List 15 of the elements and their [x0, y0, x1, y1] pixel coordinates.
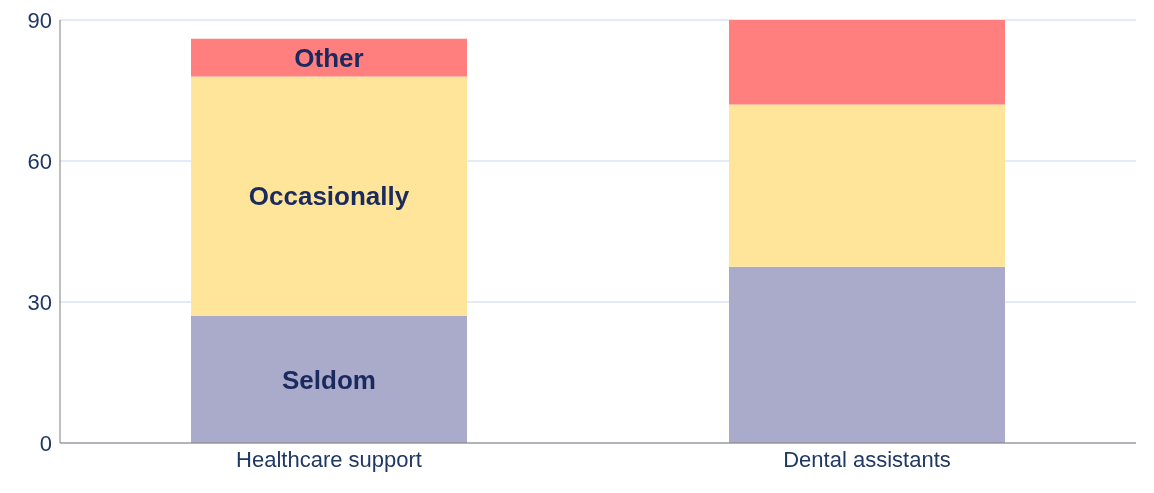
bar — [191, 38, 467, 77]
x-tick-label: Healthcare support — [236, 446, 422, 472]
bar — [191, 76, 467, 317]
bar — [191, 316, 467, 443]
y-tick-label: 60 — [27, 148, 52, 174]
bar — [729, 20, 1005, 105]
x-tick-label: Dental assistants — [783, 446, 951, 472]
series-label: Seldom — [282, 364, 376, 395]
y-tick-label: 0 — [39, 430, 52, 456]
bar — [729, 266, 1005, 443]
series-label: Occasionally — [248, 181, 410, 212]
series-label: Other — [294, 42, 364, 73]
y-tick-label: 90 — [27, 7, 52, 33]
bar — [729, 104, 1005, 267]
y-tick-label: 30 — [27, 289, 52, 315]
